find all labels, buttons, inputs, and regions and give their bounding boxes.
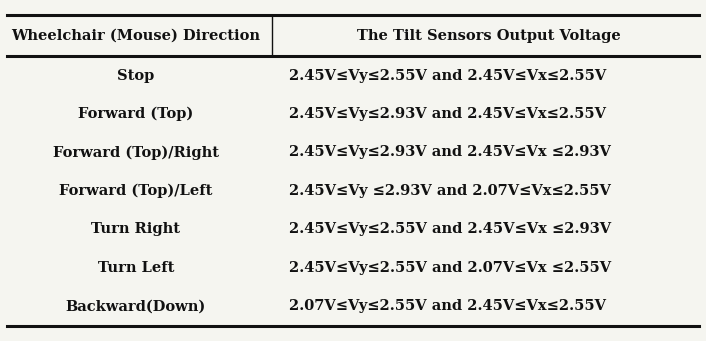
Text: Stop: Stop [117, 69, 155, 83]
Text: 2.45V≤Vy≤2.93V and 2.45V≤Vx ≤2.93V: 2.45V≤Vy≤2.93V and 2.45V≤Vx ≤2.93V [289, 146, 611, 160]
Text: 2.07V≤Vy≤2.55V and 2.45V≤Vx≤2.55V: 2.07V≤Vy≤2.55V and 2.45V≤Vx≤2.55V [289, 299, 606, 313]
Text: Backward(Down): Backward(Down) [66, 299, 206, 313]
Text: 2.45V≤Vy≤2.55V and 2.07V≤Vx ≤2.55V: 2.45V≤Vy≤2.55V and 2.07V≤Vx ≤2.55V [289, 261, 611, 275]
Text: Turn Left: Turn Left [97, 261, 174, 275]
Text: 2.45V≤Vy≤2.55V and 2.45V≤Vx≤2.55V: 2.45V≤Vy≤2.55V and 2.45V≤Vx≤2.55V [289, 69, 606, 83]
Text: Forward (Top): Forward (Top) [78, 107, 193, 121]
Text: 2.45V≤Vy≤2.93V and 2.45V≤Vx≤2.55V: 2.45V≤Vy≤2.93V and 2.45V≤Vx≤2.55V [289, 107, 606, 121]
Text: 2.45V≤Vy≤2.55V and 2.45V≤Vx ≤2.93V: 2.45V≤Vy≤2.55V and 2.45V≤Vx ≤2.93V [289, 222, 611, 236]
Text: The Tilt Sensors Output Voltage: The Tilt Sensors Output Voltage [357, 29, 621, 43]
Text: Turn Right: Turn Right [91, 222, 181, 236]
Text: Forward (Top)/Right: Forward (Top)/Right [53, 145, 219, 160]
Text: 2.45V≤Vy ≤2.93V and 2.07V≤Vx≤2.55V: 2.45V≤Vy ≤2.93V and 2.07V≤Vx≤2.55V [289, 184, 611, 198]
Text: Wheelchair (Mouse) Direction: Wheelchair (Mouse) Direction [11, 29, 261, 43]
Text: Forward (Top)/Left: Forward (Top)/Left [59, 184, 213, 198]
